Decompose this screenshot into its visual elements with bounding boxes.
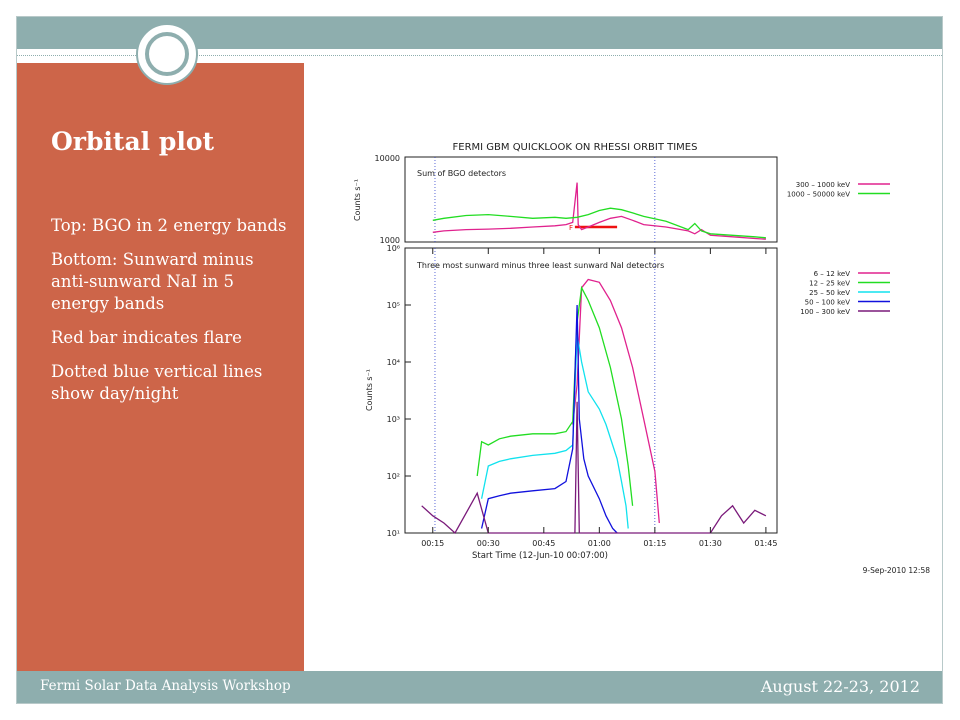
nai-series-line bbox=[476, 285, 634, 506]
x-tick-label: 01:45 bbox=[754, 539, 777, 548]
x-tick-label: 01:00 bbox=[588, 539, 611, 548]
text-panel bbox=[17, 63, 304, 671]
bullet-item: Bottom: Sunward minus anti-sunward NaI i… bbox=[51, 250, 254, 313]
x-tick-label: 00:45 bbox=[532, 539, 555, 548]
top-panel-frame bbox=[404, 156, 778, 243]
top-panel-annotation: Sum of BGO detectors bbox=[417, 169, 506, 178]
bottom-x-axis-label: Start Time (12-Jun-10 00:07:00) bbox=[472, 551, 608, 561]
legend-label: 25 – 50 keV bbox=[809, 289, 850, 297]
x-tick-label: 00:30 bbox=[477, 539, 500, 548]
nai-series-line bbox=[480, 304, 618, 534]
x-tick-label: 01:15 bbox=[643, 539, 666, 548]
x-tick-label: 00:15 bbox=[421, 539, 444, 548]
footer-workshop-name: Fermi Solar Data Analysis Workshop bbox=[40, 678, 291, 694]
bottom-panel-annotation: Three most sunward minus three least sun… bbox=[416, 261, 664, 270]
legend-label: 12 – 25 keV bbox=[809, 280, 850, 288]
header-dotted-rule bbox=[17, 55, 942, 56]
plot-title: FERMI GBM QUICKLOOK ON RHESSI ORBIT TIME… bbox=[453, 142, 698, 153]
y-tick-label: 10⁶ bbox=[387, 244, 400, 253]
nai-series-line bbox=[421, 401, 767, 535]
bullet-item: Dotted blue vertical lines show day/nigh… bbox=[51, 362, 263, 403]
bgo-series-line bbox=[432, 207, 766, 239]
y-tick-label: 10³ bbox=[387, 415, 400, 424]
plot-timestamp: 9-Sep-2010 12:58 bbox=[863, 566, 931, 575]
y-tick-label: 10⁴ bbox=[387, 358, 400, 367]
footer-band bbox=[17, 671, 942, 703]
orbital-plot-svg: FERMI GBM QUICKLOOK ON RHESSI ORBIT TIME… bbox=[353, 142, 931, 575]
top-y-axis-label: Counts s⁻¹ bbox=[353, 179, 362, 221]
bullet-list: Top: BGO in 2 energy bands Bottom: Sunwa… bbox=[51, 215, 291, 417]
decorative-circle-ring bbox=[145, 32, 189, 76]
bottom-y-axis-label: Counts s⁻¹ bbox=[365, 369, 374, 411]
bullet-item: Top: BGO in 2 energy bands bbox=[51, 216, 287, 235]
legend-label: 1000 – 50000 keV bbox=[787, 191, 850, 199]
x-tick-label: 01:30 bbox=[699, 539, 722, 548]
top-y-tick-label: 10000 bbox=[375, 154, 400, 163]
bottom-panel-frame bbox=[404, 247, 778, 534]
nai-series-line bbox=[480, 334, 629, 529]
footer-date: August 22-23, 2012 bbox=[760, 677, 920, 696]
bullet-item: Red bar indicates flare bbox=[51, 328, 242, 347]
top-y-tick-label: 1000 bbox=[380, 236, 400, 245]
legend-label: 100 – 300 keV bbox=[800, 308, 850, 316]
y-tick-label: 10¹ bbox=[387, 529, 400, 538]
nai-series-line bbox=[572, 278, 660, 524]
slide-title: Orbital plot bbox=[51, 127, 215, 156]
flare-marker-label: F bbox=[569, 224, 573, 232]
y-tick-label: 10² bbox=[387, 472, 400, 481]
legend-label: 300 – 1000 keV bbox=[796, 181, 850, 189]
y-tick-label: 10⁵ bbox=[387, 301, 400, 310]
legend-label: 50 – 100 keV bbox=[805, 299, 851, 307]
legend-label: 6 – 12 keV bbox=[814, 270, 851, 278]
orbital-plot: FERMI GBM QUICKLOOK ON RHESSI ORBIT TIME… bbox=[340, 130, 940, 585]
